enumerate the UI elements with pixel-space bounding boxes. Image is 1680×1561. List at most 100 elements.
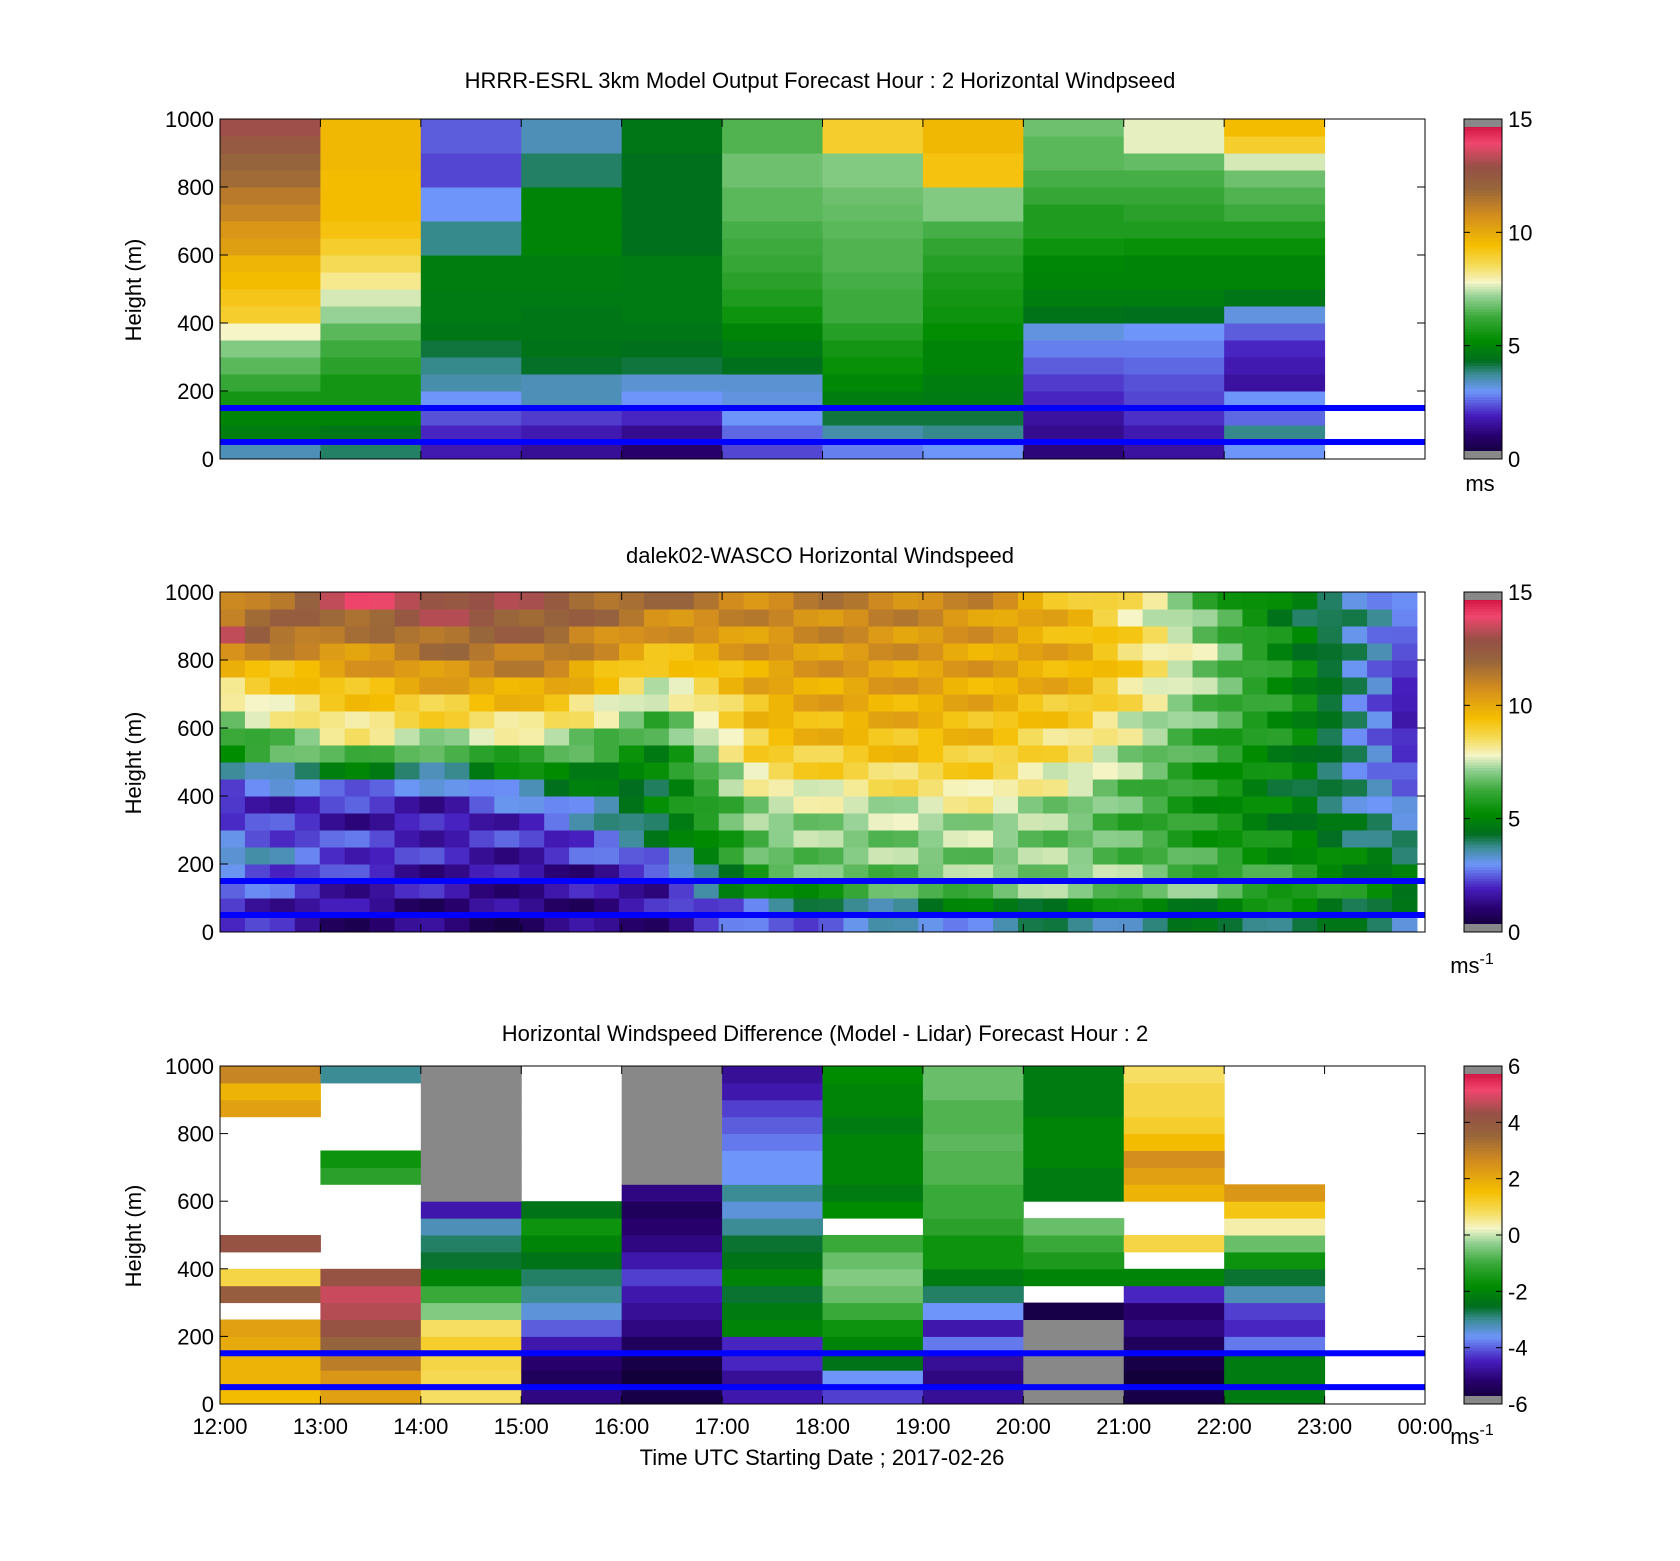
heatmap-cell [1342, 915, 1368, 933]
colorbar-swatch [1464, 147, 1502, 151]
heatmap-cell [1067, 694, 1094, 712]
colorbar-swatch [1464, 1282, 1502, 1287]
colorbar-swatch [1464, 198, 1502, 202]
heatmap-cell [918, 677, 944, 695]
heatmap-cell [1092, 762, 1119, 780]
heatmap-cell [1117, 694, 1144, 712]
heatmap-cell [743, 762, 770, 780]
heatmap-cell [621, 1167, 723, 1185]
heatmap-cell [843, 609, 869, 627]
heatmap-cell [320, 425, 422, 443]
colorbar-swatch [1464, 796, 1502, 800]
heatmap-cell [594, 762, 620, 780]
heatmap-cell [968, 796, 994, 814]
heatmap-cell [621, 1302, 723, 1320]
heatmap-cell [843, 728, 869, 746]
heatmap-cell [1217, 609, 1243, 627]
heatmap-cell [319, 898, 346, 916]
heatmap-cell [1392, 626, 1418, 644]
heatmap-cell [521, 1285, 623, 1304]
colorbar-swatch [1464, 892, 1502, 896]
heatmap-cell [1042, 745, 1069, 763]
colorbar-unit: ms-1 [1450, 951, 1494, 978]
heatmap-cell [893, 694, 919, 712]
heatmap-cell [1267, 711, 1293, 729]
colorbar-swatch [1464, 903, 1502, 907]
heatmap-cell [444, 813, 470, 831]
colorbar-swatch [1464, 1164, 1502, 1168]
heatmap-cell [544, 762, 570, 780]
colorbar-swatch [1464, 1074, 1502, 1078]
colorbar-swatch [1464, 626, 1502, 630]
heatmap-cell [344, 592, 371, 610]
colorbar-swatch [1464, 1291, 1502, 1295]
heatmap-cell [1217, 592, 1243, 610]
heatmap-cell [621, 238, 723, 256]
heatmap-cell [1067, 711, 1094, 729]
heatmap-cell [618, 898, 645, 916]
heatmap-cell [494, 796, 520, 814]
heatmap-cell [1267, 592, 1293, 610]
heatmap-cell [1192, 660, 1218, 678]
heatmap-cell [319, 796, 346, 814]
heatmap-cell [718, 915, 745, 933]
heatmap-cell [1142, 626, 1169, 644]
heatmap-cell [244, 660, 271, 678]
heatmap-cell [1392, 728, 1418, 746]
heatmap-cell [369, 779, 396, 797]
colorbar-swatch [1464, 875, 1502, 879]
heatmap-cell [294, 847, 321, 865]
heatmap-cell [320, 323, 422, 341]
colorbar-swatch [1464, 357, 1502, 361]
heatmap-cell [818, 626, 844, 644]
colorbar-swatch [1464, 787, 1502, 791]
heatmap-cell [918, 711, 944, 729]
colorbar-swatch [1464, 657, 1502, 661]
heatmap-cell [822, 1133, 924, 1151]
colorbar-swatch [1464, 1220, 1502, 1225]
heatmap-cell [968, 847, 994, 865]
heatmap-cell [319, 779, 346, 797]
heatmap-cell [643, 626, 670, 644]
heatmap-cell [643, 592, 670, 610]
heatmap-cell [1123, 1387, 1225, 1405]
colorbar-swatch [1464, 770, 1502, 774]
heatmap-cell [968, 609, 994, 627]
colorbar-swatch [1464, 221, 1502, 225]
heatmap-cell [521, 425, 623, 443]
heatmap-cell [344, 898, 371, 916]
heatmap-cell [822, 289, 924, 307]
heatmap-cell [220, 153, 321, 171]
heatmap-cell [818, 779, 844, 797]
colorbar-swatch [1464, 807, 1502, 811]
heatmap-cell [893, 898, 919, 916]
colorbar-swatch [1464, 813, 1502, 817]
colorbar-swatch [1464, 909, 1502, 913]
heatmap-cell [818, 592, 844, 610]
heatmap-cells [220, 592, 1418, 933]
heatmap-cell [993, 745, 1019, 763]
heatmap-cell [294, 626, 321, 644]
heatmap-cell [469, 915, 495, 933]
colorbar-swatch [1464, 628, 1502, 633]
colorbar-tick-label: 5 [1508, 334, 1520, 359]
heatmap-cell [419, 864, 445, 882]
heatmap-cell [1023, 1387, 1125, 1405]
heatmap-cell [1217, 643, 1243, 661]
heatmap-cell [394, 813, 420, 831]
heatmap-cell [1123, 1370, 1225, 1388]
heatmap-cell [519, 813, 545, 831]
heatmap-cell [1224, 357, 1326, 375]
colorbar-swatch [1464, 374, 1502, 378]
heatmap-cell [922, 1336, 1024, 1354]
heatmap-cell [1224, 153, 1326, 171]
heatmap-cell [519, 643, 545, 661]
heatmap-cell [521, 1319, 623, 1337]
heatmap-cell [1023, 408, 1125, 426]
heatmap-cell [1067, 609, 1094, 627]
heatmap-cell [1224, 1201, 1326, 1219]
heatmap-cell [922, 1302, 1024, 1320]
heatmap-cell [1042, 626, 1069, 644]
heatmap-cell [494, 847, 520, 865]
heatmap-cell [1067, 728, 1094, 746]
